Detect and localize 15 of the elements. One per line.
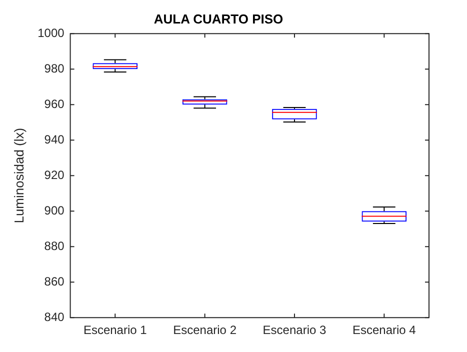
x-tick-label: Escenario 3 xyxy=(262,323,326,338)
y-tick-label: 880 xyxy=(44,238,65,253)
chart-title: AULA CUARTO PISO xyxy=(154,11,284,26)
y-tick-label: 980 xyxy=(44,61,65,76)
y-tick-label: 920 xyxy=(44,168,65,182)
x-tick-label: Escenario 2 xyxy=(173,323,237,338)
y-tick-label: 900 xyxy=(44,203,65,218)
x-tick-label: Escenario 1 xyxy=(83,323,148,338)
y-tick-label: 960 xyxy=(44,96,65,111)
y-tick-label: 860 xyxy=(44,274,65,288)
y-tick-label: 840 xyxy=(44,310,65,324)
x-tick-label: Escenario 4 xyxy=(352,323,416,338)
y-tick-label: 940 xyxy=(44,132,65,146)
y-tick-label: 1000 xyxy=(38,26,65,40)
y-axis-title: Luminosidad (lx) xyxy=(11,128,26,224)
